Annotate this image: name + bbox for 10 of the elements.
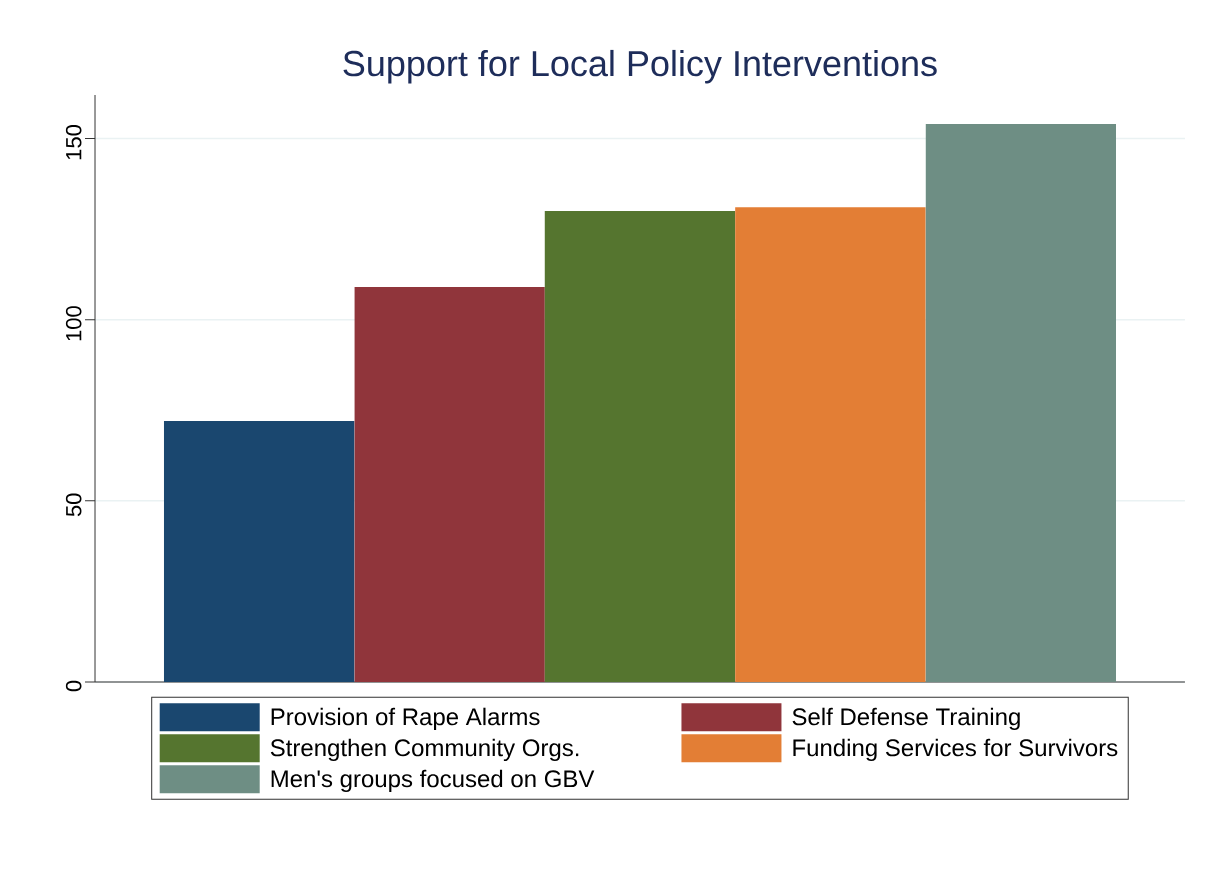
y-tick-label: 0 [65, 680, 82, 692]
y-tick-label: 50 [65, 493, 82, 517]
legend-label: Provision of Rape Alarms [271, 707, 540, 731]
legend-label: Funding Services for Survivors [793, 738, 1118, 762]
chart-title: Support for Local Policy Interventions [343, 49, 937, 84]
legend-label: Strengthen Community Orgs. [270, 738, 579, 762]
legend-label: Men's groups focused on GBV [271, 769, 595, 793]
legend-label: Self Defense Training [792, 707, 1020, 731]
y-tick-label: 150 [65, 124, 82, 160]
y-tick-label: 100 [65, 306, 82, 341]
